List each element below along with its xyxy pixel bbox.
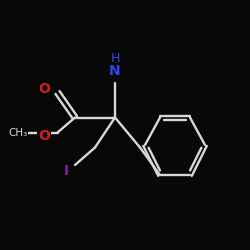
Text: CH₃: CH₃ bbox=[8, 128, 28, 138]
Text: H: H bbox=[110, 52, 120, 65]
Text: O: O bbox=[38, 82, 50, 96]
Text: O: O bbox=[38, 129, 50, 143]
Text: I: I bbox=[64, 164, 69, 178]
Text: N: N bbox=[109, 64, 121, 78]
